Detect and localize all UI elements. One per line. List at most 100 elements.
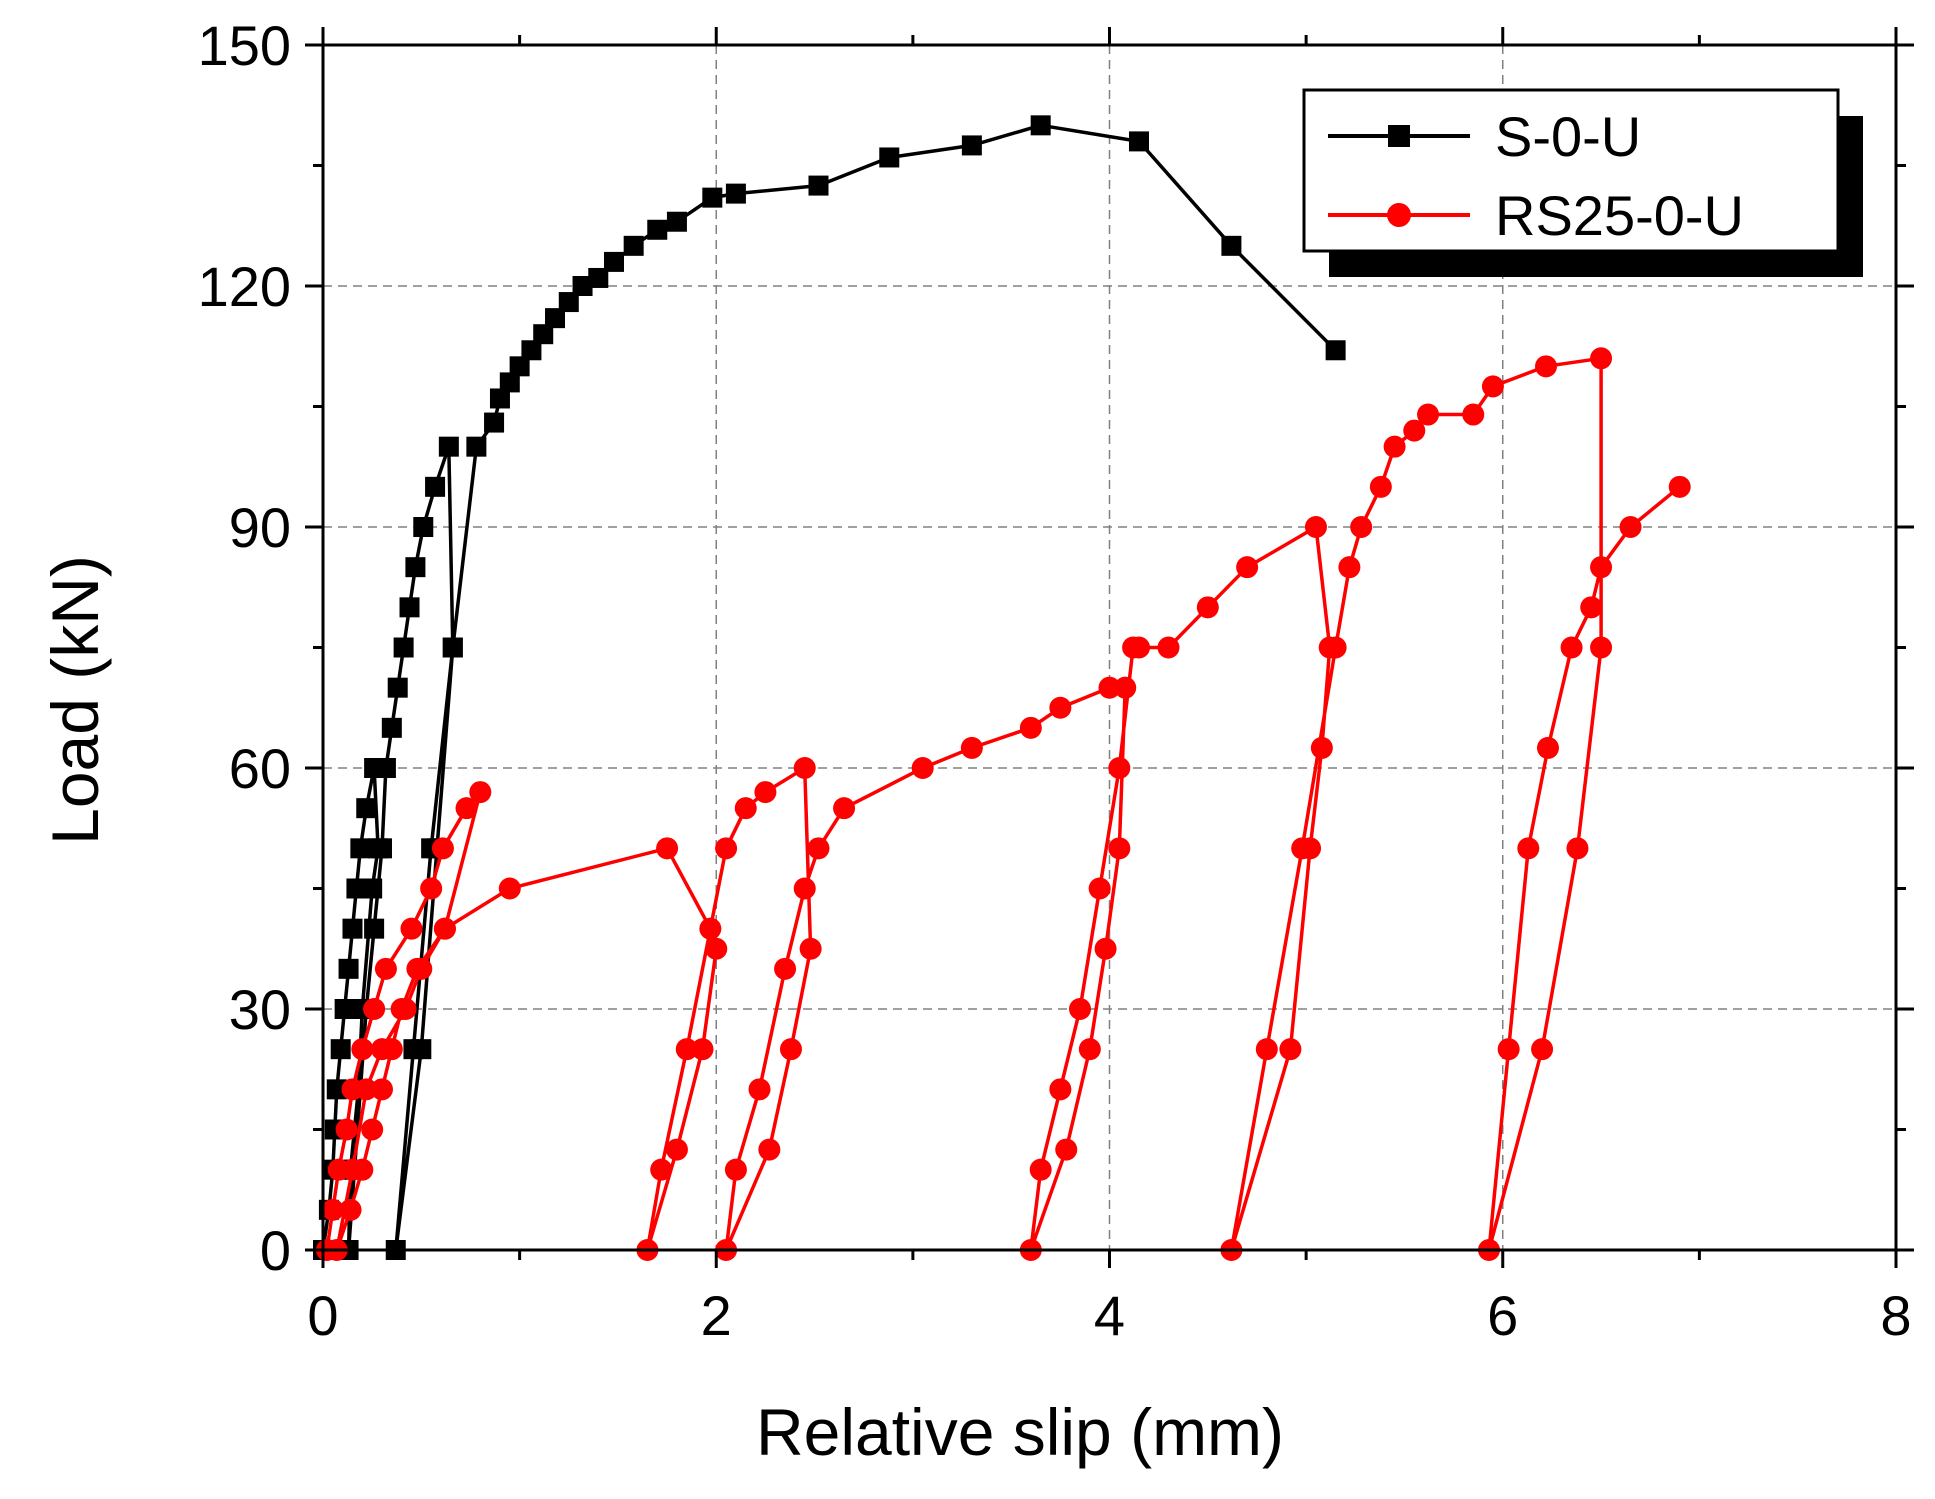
data-point [410,957,433,980]
data-point [715,837,738,860]
data-point [702,187,723,208]
data-point [1481,375,1504,398]
data-point [691,1038,714,1061]
data-point [1291,837,1314,860]
series-s-0-u [313,115,1346,1260]
data-point [399,597,420,618]
data-point [1668,475,1691,498]
x-axis-title: Relative slip (mm) [756,1395,1284,1469]
data-point [1127,636,1150,659]
data-point [387,677,408,698]
data-point [1517,837,1540,860]
data-point [405,557,426,578]
data-point [466,436,487,457]
data-point [341,1158,364,1181]
data-point [724,1158,747,1181]
data-point [509,356,530,377]
data-point [623,235,644,256]
series-line [325,356,1681,1252]
data-point [375,758,396,778]
data-point [604,251,625,272]
x-tick-label: 8 [1880,1284,1911,1347]
data-point [469,781,492,804]
data-point [455,797,478,820]
series-line [321,123,1337,1252]
data-point [799,937,822,960]
legend: S-0-U RS25-0-U [1302,88,1863,277]
data-point [489,388,510,409]
data-point [961,135,982,156]
data-point [1338,556,1361,579]
data-point [808,175,829,196]
data-point [1497,1038,1520,1061]
data-point [734,797,757,820]
y-axis-title: Load (kN) [38,555,112,845]
data-point [1055,1138,1078,1161]
data-point [879,147,900,168]
data-point [1029,1158,1052,1181]
y-tick-label: 0 [260,1219,291,1282]
data-point [521,340,542,361]
y-tick-label: 30 [229,978,291,1041]
x-tick-label: 2 [701,1284,732,1347]
data-point [675,1038,698,1061]
data-point [793,757,816,779]
axes-layer: 0 2 4 6 8 0 30 60 90 120 150 [198,14,1914,1347]
data-point [665,1138,688,1161]
data-point [334,999,355,1019]
data-point [1030,115,1051,136]
data-point [326,1079,347,1100]
data-point [1221,235,1242,256]
data-point [338,958,359,979]
data-point [725,183,746,204]
data-point [498,877,521,900]
data-point [1350,516,1373,538]
legend-label-rs25-0-u: RS25-0-U [1495,184,1744,247]
data-point [425,476,446,497]
data-point [1279,1038,1302,1061]
data-point [442,637,463,658]
data-point [374,957,397,980]
data-point [431,837,454,860]
data-point [647,219,668,240]
data-point [1078,1038,1101,1061]
data-point [758,1138,781,1161]
data-point [572,276,593,296]
data-point [1098,676,1121,699]
data-point [1128,131,1149,152]
data-point [413,517,434,537]
data-point [339,1198,362,1221]
data-point [1094,937,1117,960]
data-point [666,211,687,232]
data-point [370,1038,393,1061]
data-point [1108,837,1131,860]
data-point [1536,736,1559,759]
legend-marker-circle [1387,203,1411,227]
data-point [362,878,383,899]
data-point [960,736,983,759]
data-point [321,1198,344,1221]
data-point [1069,998,1092,1020]
data-point [335,1118,358,1141]
data-point [351,1038,374,1061]
data-point [330,1039,351,1060]
data-point [1304,516,1327,538]
data-point [356,798,377,819]
data-point [1560,636,1583,659]
y-tick-label: 90 [229,496,291,559]
x-tick-label: 4 [1094,1284,1125,1347]
data-point [1114,676,1137,699]
data-point [774,957,797,980]
data-point [754,781,777,804]
data-point [807,837,830,860]
data-point [350,838,371,859]
data-point [1108,757,1131,779]
data-point [1403,419,1426,442]
data-point [533,324,554,345]
y-tick-label: 120 [198,255,291,318]
data-point [371,838,392,859]
x-tick-label: 6 [1487,1284,1518,1347]
y-tick-label: 60 [229,737,291,800]
data-point [1325,340,1346,361]
